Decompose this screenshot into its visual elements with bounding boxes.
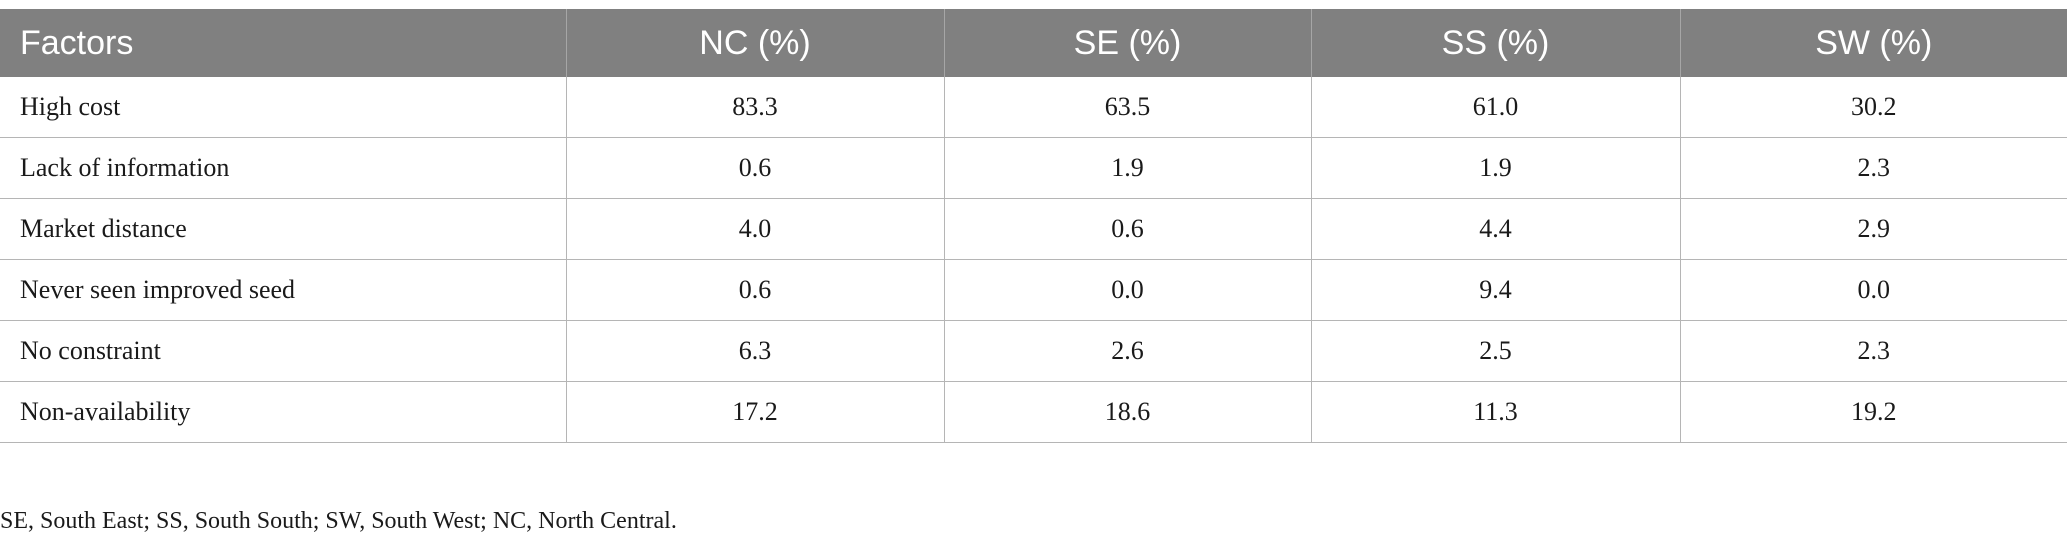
row-factor-label: Never seen improved seed [0, 259, 567, 321]
cell-nc: 17.2 [566, 381, 945, 443]
table-row: Lack of information 0.6 1.9 1.9 2.3 [0, 137, 2067, 199]
header-factors: Factors [0, 9, 567, 77]
cell-se: 63.5 [944, 77, 1312, 138]
cell-ss: 11.3 [1311, 381, 1681, 443]
data-table-container: Factors NC (%) SE (%) SS (%) SW (%) High… [0, 9, 2067, 443]
cell-se: 2.6 [944, 320, 1312, 382]
cell-sw: 2.9 [1680, 198, 2067, 260]
cell-ss: 2.5 [1311, 320, 1681, 382]
row-factor-label: No constraint [0, 320, 567, 382]
header-nc: NC (%) [566, 9, 945, 77]
cell-se: 18.6 [944, 381, 1312, 443]
cell-sw: 0.0 [1680, 259, 2067, 321]
table-row: Market distance 4.0 0.6 4.4 2.9 [0, 198, 2067, 260]
row-factor-label: Lack of information [0, 137, 567, 199]
table-body: High cost 83.3 63.5 61.0 30.2 Lack of in… [0, 77, 2067, 443]
cell-ss: 9.4 [1311, 259, 1681, 321]
table-header: Factors NC (%) SE (%) SS (%) SW (%) [0, 9, 2067, 77]
table-row: Non-availability 17.2 18.6 11.3 19.2 [0, 381, 2067, 443]
header-sw: SW (%) [1680, 9, 2067, 77]
cell-se: 0.6 [944, 198, 1312, 260]
cell-nc: 6.3 [566, 320, 945, 382]
table-row: High cost 83.3 63.5 61.0 30.2 [0, 77, 2067, 138]
table-row: Never seen improved seed 0.6 0.0 9.4 0.0 [0, 259, 2067, 321]
cell-ss: 61.0 [1311, 77, 1681, 138]
factors-table: Factors NC (%) SE (%) SS (%) SW (%) High… [0, 9, 2067, 443]
header-se: SE (%) [944, 9, 1312, 77]
header-row: Factors NC (%) SE (%) SS (%) SW (%) [0, 9, 2067, 77]
header-ss: SS (%) [1311, 9, 1681, 77]
table-row: No constraint 6.3 2.6 2.5 2.3 [0, 320, 2067, 382]
cell-nc: 4.0 [566, 198, 945, 260]
cell-sw: 2.3 [1680, 137, 2067, 199]
cell-sw: 2.3 [1680, 320, 2067, 382]
cell-ss: 4.4 [1311, 198, 1681, 260]
cell-se: 1.9 [944, 137, 1312, 199]
cell-se: 0.0 [944, 259, 1312, 321]
row-factor-label: Non-availability [0, 381, 567, 443]
row-factor-label: High cost [0, 77, 567, 138]
cell-nc: 0.6 [566, 137, 945, 199]
table-footnote: SE, South East; SS, South South; SW, Sou… [0, 508, 677, 534]
cell-sw: 30.2 [1680, 77, 2067, 138]
cell-nc: 83.3 [566, 77, 945, 138]
row-factor-label: Market distance [0, 198, 567, 260]
cell-nc: 0.6 [566, 259, 945, 321]
cell-sw: 19.2 [1680, 381, 2067, 443]
cell-ss: 1.9 [1311, 137, 1681, 199]
